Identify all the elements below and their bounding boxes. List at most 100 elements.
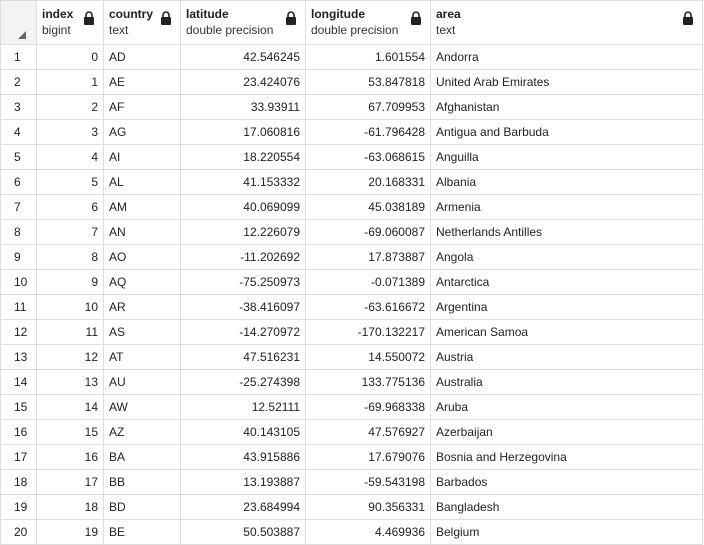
cell-index[interactable]: 15	[36, 419, 104, 445]
cell-longitude[interactable]: 67.709953	[305, 94, 431, 120]
row-number[interactable]: 9	[0, 244, 37, 270]
cell-longitude[interactable]: -0.071389	[305, 269, 431, 295]
cell-index[interactable]: 17	[36, 469, 104, 495]
column-header-area[interactable]: area text	[430, 0, 703, 45]
cell-longitude[interactable]: 17.679076	[305, 444, 431, 470]
row-number[interactable]: 6	[0, 169, 37, 195]
row-number[interactable]: 17	[0, 444, 37, 470]
cell-country[interactable]: AW	[103, 394, 181, 420]
row-number[interactable]: 3	[0, 94, 37, 120]
cell-area[interactable]: Albania	[430, 169, 703, 195]
table-row[interactable]: 1 0 AD 42.546245 1.601554 Andorra	[0, 44, 703, 70]
cell-country[interactable]: AO	[103, 244, 181, 270]
row-number[interactable]: 14	[0, 369, 37, 395]
row-number[interactable]: 8	[0, 219, 37, 245]
cell-country[interactable]: BE	[103, 519, 181, 545]
cell-longitude[interactable]: 17.873887	[305, 244, 431, 270]
cell-index[interactable]: 11	[36, 319, 104, 345]
cell-longitude[interactable]: -59.543198	[305, 469, 431, 495]
table-row[interactable]: 11 10 AR -38.416097 -63.616672 Argentina	[0, 294, 703, 320]
cell-longitude[interactable]: 45.038189	[305, 194, 431, 220]
cell-index[interactable]: 2	[36, 94, 104, 120]
cell-country[interactable]: AT	[103, 344, 181, 370]
cell-longitude[interactable]: 47.576927	[305, 419, 431, 445]
cell-index[interactable]: 5	[36, 169, 104, 195]
cell-index[interactable]: 6	[36, 194, 104, 220]
cell-latitude[interactable]: 41.153332	[180, 169, 306, 195]
row-number[interactable]: 13	[0, 344, 37, 370]
select-all-corner[interactable]	[0, 0, 37, 45]
table-row[interactable]: 4 3 AG 17.060816 -61.796428 Antigua and …	[0, 119, 703, 145]
cell-area[interactable]: American Samoa	[430, 319, 703, 345]
cell-index[interactable]: 12	[36, 344, 104, 370]
row-number[interactable]: 12	[0, 319, 37, 345]
cell-country[interactable]: AE	[103, 69, 181, 95]
cell-longitude[interactable]: 90.356331	[305, 494, 431, 520]
cell-country[interactable]: AL	[103, 169, 181, 195]
cell-latitude[interactable]: -75.250973	[180, 269, 306, 295]
cell-latitude[interactable]: 43.915886	[180, 444, 306, 470]
cell-latitude[interactable]: 12.226079	[180, 219, 306, 245]
cell-longitude[interactable]: 133.775136	[305, 369, 431, 395]
cell-country[interactable]: AN	[103, 219, 181, 245]
row-number[interactable]: 18	[0, 469, 37, 495]
table-row[interactable]: 2 1 AE 23.424076 53.847818 United Arab E…	[0, 69, 703, 95]
cell-longitude[interactable]: 20.168331	[305, 169, 431, 195]
cell-country[interactable]: AR	[103, 294, 181, 320]
cell-latitude[interactable]: 47.516231	[180, 344, 306, 370]
table-row[interactable]: 15 14 AW 12.52111 -69.968338 Aruba	[0, 394, 703, 420]
cell-area[interactable]: Armenia	[430, 194, 703, 220]
table-row[interactable]: 16 15 AZ 40.143105 47.576927 Azerbaijan	[0, 419, 703, 445]
cell-longitude[interactable]: -69.968338	[305, 394, 431, 420]
row-number[interactable]: 1	[0, 44, 37, 70]
column-header-latitude[interactable]: latitude double precision	[180, 0, 306, 45]
cell-area[interactable]: Bosnia and Herzegovina	[430, 444, 703, 470]
column-header-longitude[interactable]: longitude double precision	[305, 0, 431, 45]
table-row[interactable]: 17 16 BA 43.915886 17.679076 Bosnia and …	[0, 444, 703, 470]
cell-latitude[interactable]: 12.52111	[180, 394, 306, 420]
cell-area[interactable]: Australia	[430, 369, 703, 395]
cell-area[interactable]: Anguilla	[430, 144, 703, 170]
cell-index[interactable]: 1	[36, 69, 104, 95]
table-row[interactable]: 8 7 AN 12.226079 -69.060087 Netherlands …	[0, 219, 703, 245]
row-number[interactable]: 20	[0, 519, 37, 545]
cell-index[interactable]: 18	[36, 494, 104, 520]
cell-latitude[interactable]: 40.143105	[180, 419, 306, 445]
row-number[interactable]: 2	[0, 69, 37, 95]
cell-index[interactable]: 14	[36, 394, 104, 420]
cell-longitude[interactable]: 14.550072	[305, 344, 431, 370]
cell-index[interactable]: 7	[36, 219, 104, 245]
cell-index[interactable]: 10	[36, 294, 104, 320]
column-header-country[interactable]: country text	[103, 0, 181, 45]
cell-country[interactable]: AG	[103, 119, 181, 145]
cell-country[interactable]: BB	[103, 469, 181, 495]
cell-area[interactable]: Azerbaijan	[430, 419, 703, 445]
cell-area[interactable]: Bangladesh	[430, 494, 703, 520]
table-row[interactable]: 14 13 AU -25.274398 133.775136 Australia	[0, 369, 703, 395]
cell-longitude[interactable]: 4.469936	[305, 519, 431, 545]
cell-latitude[interactable]: 23.424076	[180, 69, 306, 95]
cell-latitude[interactable]: 40.069099	[180, 194, 306, 220]
cell-country[interactable]: AU	[103, 369, 181, 395]
row-number[interactable]: 5	[0, 144, 37, 170]
cell-country[interactable]: AZ	[103, 419, 181, 445]
row-number[interactable]: 10	[0, 269, 37, 295]
table-row[interactable]: 5 4 AI 18.220554 -63.068615 Anguilla	[0, 144, 703, 170]
cell-country[interactable]: BD	[103, 494, 181, 520]
cell-index[interactable]: 16	[36, 444, 104, 470]
cell-longitude[interactable]: 53.847818	[305, 69, 431, 95]
cell-longitude[interactable]: -69.060087	[305, 219, 431, 245]
cell-latitude[interactable]: -14.270972	[180, 319, 306, 345]
cell-latitude[interactable]: 42.546245	[180, 44, 306, 70]
table-row[interactable]: 18 17 BB 13.193887 -59.543198 Barbados	[0, 469, 703, 495]
cell-country[interactable]: BA	[103, 444, 181, 470]
row-number[interactable]: 16	[0, 419, 37, 445]
row-number[interactable]: 15	[0, 394, 37, 420]
cell-area[interactable]: Argentina	[430, 294, 703, 320]
cell-area[interactable]: Antarctica	[430, 269, 703, 295]
cell-country[interactable]: AS	[103, 319, 181, 345]
row-number[interactable]: 19	[0, 494, 37, 520]
cell-latitude[interactable]: 33.93911	[180, 94, 306, 120]
table-row[interactable]: 19 18 BD 23.684994 90.356331 Bangladesh	[0, 494, 703, 520]
cell-area[interactable]: Barbados	[430, 469, 703, 495]
